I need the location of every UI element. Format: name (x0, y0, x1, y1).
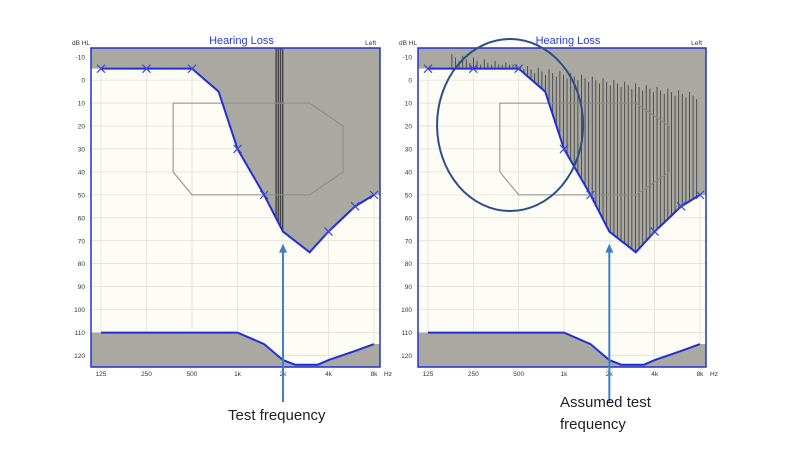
threshold-marker (324, 227, 333, 237)
chart-title: Hearing Loss (536, 35, 601, 47)
threshold-marker (233, 144, 242, 154)
upper-limit-line (101, 331, 375, 366)
y-tick-label: 80 (78, 261, 86, 268)
x-unit-label: Hz (384, 371, 392, 378)
y-tick-label: 20 (78, 124, 86, 131)
speech-banana-outline (499, 102, 670, 196)
x-tick-label: 1k (234, 371, 242, 378)
y-tick-label: 10 (405, 101, 413, 108)
y-tick-label: 120 (401, 353, 412, 360)
test-frequency-caption: Test frequency (228, 407, 326, 424)
audiogram-left-panel: Hearing Loss dB HL Left -10 0 10 20 30 40 50 60 70 8… (72, 35, 392, 402)
threshold-marker (650, 227, 660, 237)
chart-title: Hearing Loss (209, 35, 274, 47)
y-tick-label: 100 (74, 307, 85, 314)
y-axis-label: dB HL (399, 40, 417, 47)
assumed-test-frequency-caption: Assumed test frequency (560, 392, 651, 436)
plot-frame (417, 47, 707, 368)
y-tick-label: 30 (405, 146, 413, 153)
y-tick-label: 60 (405, 215, 413, 222)
assumed-test-frequency-caption-line2: frequency (560, 416, 626, 433)
threshold-marker (586, 190, 595, 200)
x-tick-label: 4k (651, 371, 659, 378)
x-tick-label: 500 (187, 371, 198, 378)
y-tick-label: 40 (405, 169, 413, 176)
region-upper-limit (418, 332, 706, 367)
y-tick-label: 70 (405, 238, 413, 245)
y-tick-label: 90 (78, 284, 86, 291)
audiogram-right-panel: Hearing Loss dB HL Left -10 0 10 20 30 40 50 60 70 8… (399, 35, 718, 402)
x-tick-label: 250 (468, 371, 479, 378)
y-axis-label: dB HL (72, 40, 90, 47)
y-tick-label: 20 (405, 124, 413, 131)
threshold-marker (142, 64, 151, 74)
upper-limit-line (428, 331, 701, 366)
threshold-marker (695, 190, 705, 200)
threshold-marker (468, 64, 478, 74)
threshold-marker (350, 201, 360, 211)
threshold-marker (423, 64, 433, 74)
region-above-threshold (91, 48, 380, 253)
annotation-arrowhead (605, 243, 614, 253)
y-tick-label: 60 (78, 215, 86, 222)
threshold-marker (259, 190, 269, 200)
threshold-marker (676, 201, 686, 211)
y-tick-label: 100 (401, 307, 412, 314)
y-tick-label: 120 (74, 353, 85, 360)
y-tick-label: 0 (408, 78, 412, 85)
y-tick-label: 30 (78, 146, 86, 153)
threshold-marker (514, 64, 524, 74)
annotation-arrowhead (279, 243, 287, 253)
y-tick-label: 10 (78, 101, 86, 108)
y-tick-label: 110 (402, 330, 413, 337)
x-tick-label: 4k (325, 371, 333, 378)
plot-frame (90, 47, 381, 368)
ear-label: Left (365, 40, 376, 47)
x-tick-label: 250 (141, 371, 152, 378)
threshold-marker (187, 64, 197, 74)
threshold-marker (369, 190, 379, 200)
y-tick-label: 50 (78, 192, 86, 199)
assumed-test-frequency-caption-line1: Assumed test (560, 394, 651, 411)
x-tick-label: 8k (371, 371, 379, 378)
y-tick-label: 0 (81, 78, 85, 85)
y-tick-label: 40 (78, 169, 86, 176)
y-tick-label: 50 (405, 192, 413, 199)
y-tick-label: 110 (75, 330, 86, 337)
highlight-ellipse (436, 38, 585, 213)
ear-label: Left (691, 40, 702, 47)
x-tick-label: 500 (513, 371, 524, 378)
region-above-threshold (418, 48, 706, 253)
y-tick-label: -10 (403, 55, 413, 62)
x-tick-label: 1k (561, 371, 569, 378)
y-tick-label: -10 (76, 55, 86, 62)
x-tick-label: 125 (96, 371, 107, 378)
y-tick-label: 80 (405, 261, 413, 268)
region-upper-limit (91, 332, 380, 367)
x-unit-label: Hz (710, 371, 718, 378)
y-tick-label: 70 (78, 238, 86, 245)
threshold-marker (559, 144, 569, 154)
x-tick-label: 8k (697, 371, 705, 378)
x-tick-label: 125 (423, 371, 434, 378)
y-tick-label: 90 (405, 284, 413, 291)
speech-banana-outline (172, 102, 344, 196)
threshold-marker (96, 64, 106, 74)
